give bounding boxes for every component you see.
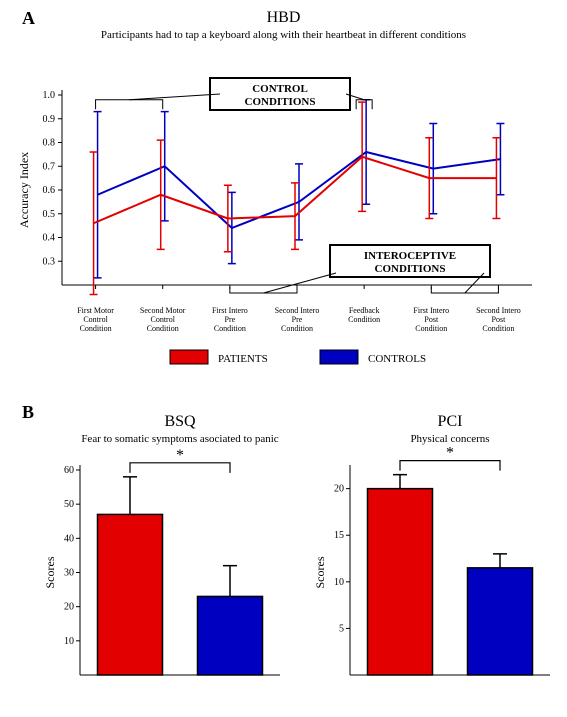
interoceptive-conditions-label: INTEROCEPTIVE [364, 250, 456, 262]
legend-patients-swatch [170, 350, 208, 364]
panel-a-xticklabel: Condition [482, 324, 514, 333]
panel-b-yticklabel: 5 [339, 623, 344, 634]
panel-a-xticklabel: Condition [281, 324, 313, 333]
panel-b-yticklabel: 30 [64, 568, 74, 579]
panel-b-title: PCI [438, 413, 463, 430]
panel-a-xticklabel: First Motor [77, 306, 114, 315]
panel-a-yticklabel: 0.7 [43, 161, 56, 172]
bar [198, 596, 263, 675]
panel-a-xticklabel: Pre [225, 315, 236, 324]
panel-a-xticklabel: Second Intero [476, 306, 521, 315]
panel-a-letter: A [22, 8, 35, 28]
panel-b-subtitle: Physical concerns [410, 433, 489, 445]
panel-a-xticklabel: Condition [415, 324, 447, 333]
panel-a-subtitle: Participants had to tap a keyboard along… [101, 29, 466, 41]
panel-a-xticklabel: Control [150, 315, 175, 324]
panel-b-ylabel: Scores [43, 556, 57, 588]
panel-a-ylabel: Accuracy Index [17, 152, 31, 228]
panel-a-yticklabel: 0.9 [43, 114, 56, 125]
panel-a-xticklabel: Second Motor [140, 306, 186, 315]
panel-b-yticklabel: 20 [64, 602, 74, 613]
panel-b-ylabel: Scores [313, 556, 327, 588]
bracket [431, 287, 498, 293]
sig-bracket [400, 461, 500, 471]
panel-b-title: BSQ [164, 413, 196, 430]
panel-a-yticklabel: 0.4 [43, 233, 56, 244]
panel-a-xticklabel: Pre [292, 315, 303, 324]
panel-a-yticklabel: 0.3 [43, 256, 56, 267]
panel-b-yticklabel: 50 [64, 499, 74, 510]
panel-a-xticklabel: Feedback [349, 306, 380, 315]
panel-b-yticklabel: 15 [334, 530, 344, 541]
bar [468, 568, 533, 675]
figure-svg: A HBD Participants had to tap a keyboard a… [0, 0, 567, 712]
bracket-link [129, 94, 220, 100]
panel-b-yticklabel: 20 [334, 484, 344, 495]
legend-controls-label: CONTROLS [368, 353, 426, 365]
panel-a-yticklabel: 0.5 [43, 209, 56, 220]
bar [368, 489, 433, 675]
panel-a-xticklabel: Condition [214, 324, 246, 333]
panel-a-xticklabel: Condition [348, 315, 380, 324]
panel-a-xticklabel: First Intero [212, 306, 248, 315]
legend-patients-label: PATIENTS [218, 353, 268, 365]
panel-b-yticklabel: 10 [64, 636, 74, 647]
bracket [356, 100, 372, 110]
panel-a-yticklabel: 0.6 [43, 185, 56, 196]
panel-a-xticklabel: Post [492, 315, 507, 324]
panel-b-yticklabel: 60 [64, 465, 74, 476]
panel-b-yticklabel: 40 [64, 533, 74, 544]
panel-a-title: HBD [267, 9, 301, 26]
bar [98, 514, 163, 675]
bracket [96, 100, 163, 110]
panel-a-xticklabel: Condition [147, 324, 179, 333]
sig-star: * [446, 445, 454, 462]
panel-a-yticklabel: 1.0 [43, 90, 56, 101]
legend-controls-swatch [320, 350, 358, 364]
sig-star: * [176, 447, 184, 464]
panel-b-yticklabel: 10 [334, 577, 344, 588]
panel-a-xticklabel: Second Intero [275, 306, 320, 315]
control-conditions-label: CONTROL [252, 83, 308, 95]
panel-b-subtitle: Fear to somatic symptoms asociated to pa… [81, 433, 278, 445]
panel-a-xticklabel: Condition [80, 324, 112, 333]
sig-bracket [130, 463, 230, 473]
bracket-link [263, 273, 336, 293]
panel-a-xticklabel: Control [83, 315, 108, 324]
panel-a-yticklabel: 0.8 [43, 138, 56, 149]
control-conditions-label: CONDITIONS [245, 96, 316, 108]
interoceptive-conditions-label: CONDITIONS [375, 263, 446, 275]
bracket [230, 287, 297, 293]
panel-a-xticklabel: Post [424, 315, 439, 324]
panel-a-xticklabel: First Intero [413, 306, 449, 315]
panel-b-letter: B [22, 402, 34, 422]
